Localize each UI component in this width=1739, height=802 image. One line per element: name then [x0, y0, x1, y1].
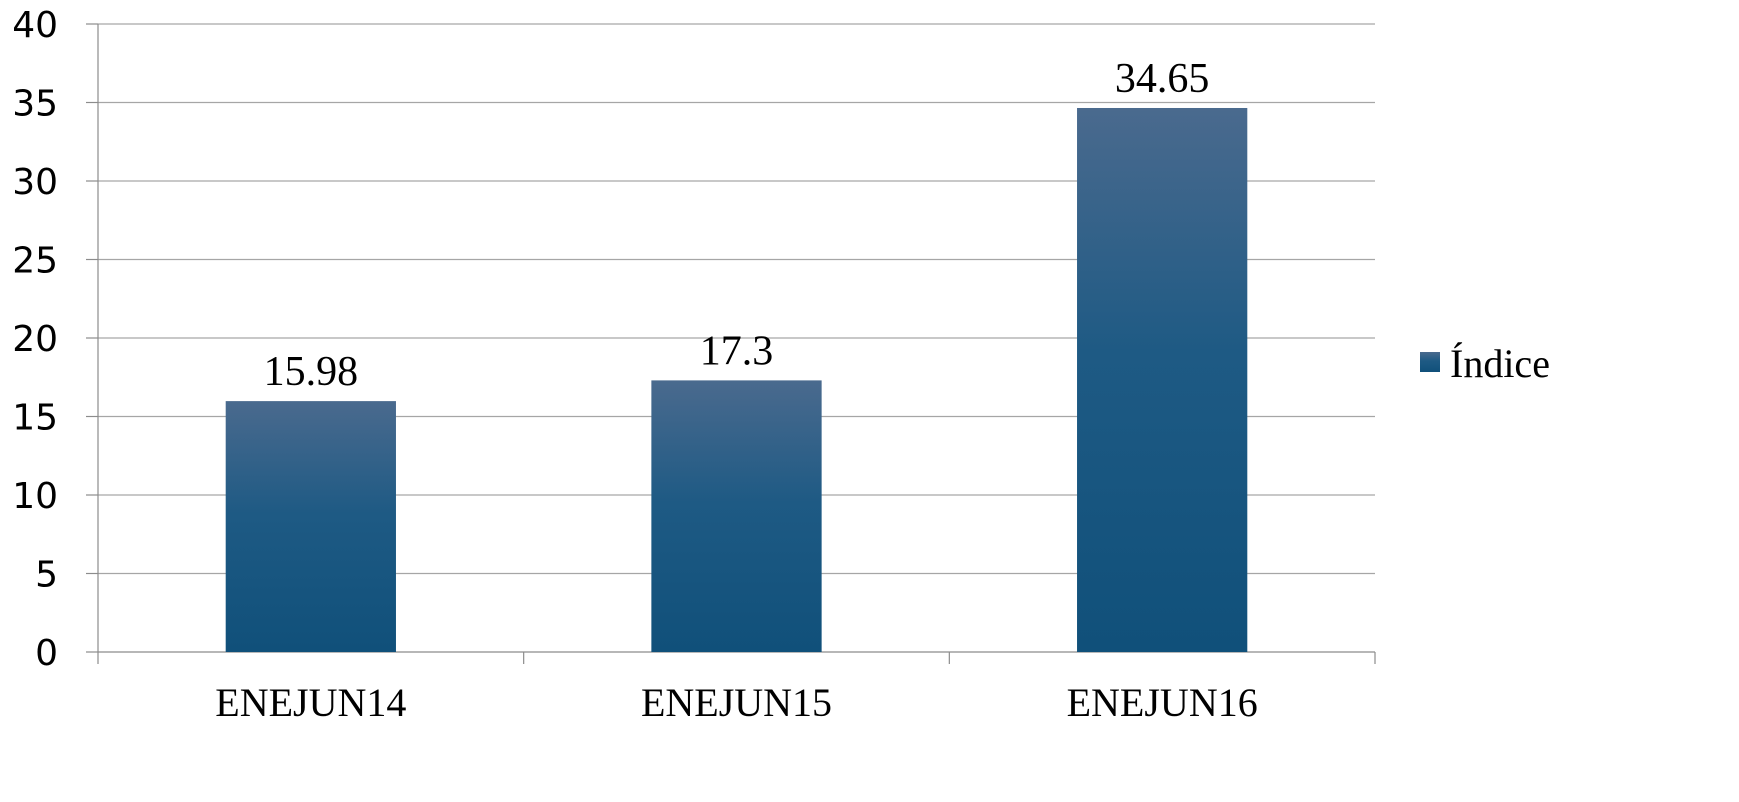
bar [1077, 107, 1248, 653]
bar [225, 401, 396, 652]
y-tick-label: 35 [12, 84, 58, 125]
y-tick-label: 0 [35, 633, 58, 674]
bars [225, 107, 1248, 653]
y-tick-label: 15 [12, 398, 58, 439]
x-tick-label: ENEJUN16 [1067, 680, 1258, 725]
y-tick-label: 30 [12, 162, 58, 203]
data-label: 15.98 [264, 349, 359, 395]
data-labels: 15.98 17.3 34.65 [264, 56, 1210, 395]
y-tick-label: 20 [12, 319, 58, 360]
y-tick-label: 25 [12, 241, 58, 282]
legend-swatch [1420, 352, 1440, 372]
legend: Índice [1420, 341, 1550, 386]
x-tick-label: ENEJUN15 [641, 680, 832, 725]
y-tick-label: 10 [12, 476, 58, 517]
y-tick-label: 5 [35, 555, 58, 596]
x-tick-label: ENEJUN14 [215, 680, 406, 725]
legend-label: Índice [1450, 341, 1550, 386]
data-label: 34.65 [1115, 56, 1210, 102]
y-tick-label: 40 [12, 5, 58, 46]
data-label: 17.3 [700, 328, 774, 374]
y-axis: 0 5 10 15 20 25 30 35 40 [12, 5, 99, 674]
x-axis: ENEJUN14 ENEJUN15 ENEJUN16 [97, 651, 1376, 725]
bar [651, 380, 822, 652]
